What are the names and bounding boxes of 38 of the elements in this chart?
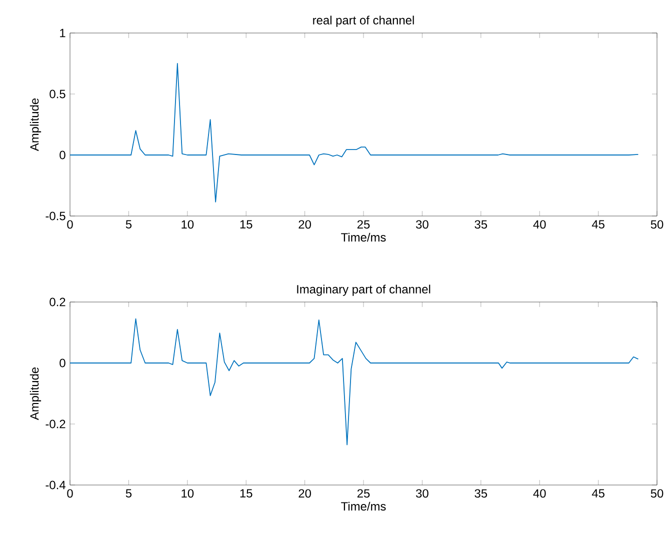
chart-title: real part of channel	[313, 16, 414, 27]
x-tick-label: 35	[474, 489, 488, 498]
x-tick-label: 5	[126, 489, 132, 498]
x-tick-label: 30	[416, 220, 428, 229]
line-series	[70, 63, 639, 202]
y-tick-label: 0.5	[50, 90, 66, 98]
x-tick-label: 0	[67, 489, 73, 498]
line-series	[70, 318, 639, 446]
x-tick-label: 50	[650, 489, 664, 498]
x-tick-label: 40	[533, 489, 546, 498]
x-tick-label: 20	[298, 489, 311, 498]
y-tick-label: 1	[60, 28, 66, 38]
x-tick-label: 30	[416, 489, 428, 498]
y-tick-label: -0.2	[46, 420, 66, 428]
x-tick-label: 25	[357, 220, 370, 229]
x-tick-label: 40	[533, 220, 546, 229]
x-tick-label: 15	[240, 489, 252, 498]
y-axis-title: Amplitude	[30, 367, 42, 420]
x-tick-label: 10	[182, 489, 194, 498]
chart-title: Imaginary part of channel	[297, 284, 430, 296]
x-axis-title: Time/ms	[341, 502, 386, 511]
x-tick-label: 10	[182, 220, 194, 229]
y-tick-label: -0.4	[46, 480, 66, 490]
y-tick-label: -0.5	[46, 212, 66, 220]
y-axis-title: Amplitude	[30, 98, 42, 152]
y-tick-label: 0	[60, 150, 66, 160]
x-axis-title: Time/ms	[341, 232, 386, 242]
x-tick-label: 5	[126, 220, 132, 229]
x-tick-label: 20	[298, 220, 311, 229]
y-tick-label: 0	[60, 358, 66, 368]
x-tick-label: 50	[650, 220, 664, 229]
x-tick-label: 45	[592, 489, 604, 498]
y-tick-label: 0.2	[50, 298, 66, 306]
x-tick-label: 45	[592, 220, 604, 229]
x-tick-label: 25	[357, 489, 370, 498]
x-tick-label: 15	[240, 220, 252, 229]
x-tick-label: 0	[67, 220, 73, 229]
x-tick-label: 35	[474, 220, 488, 229]
